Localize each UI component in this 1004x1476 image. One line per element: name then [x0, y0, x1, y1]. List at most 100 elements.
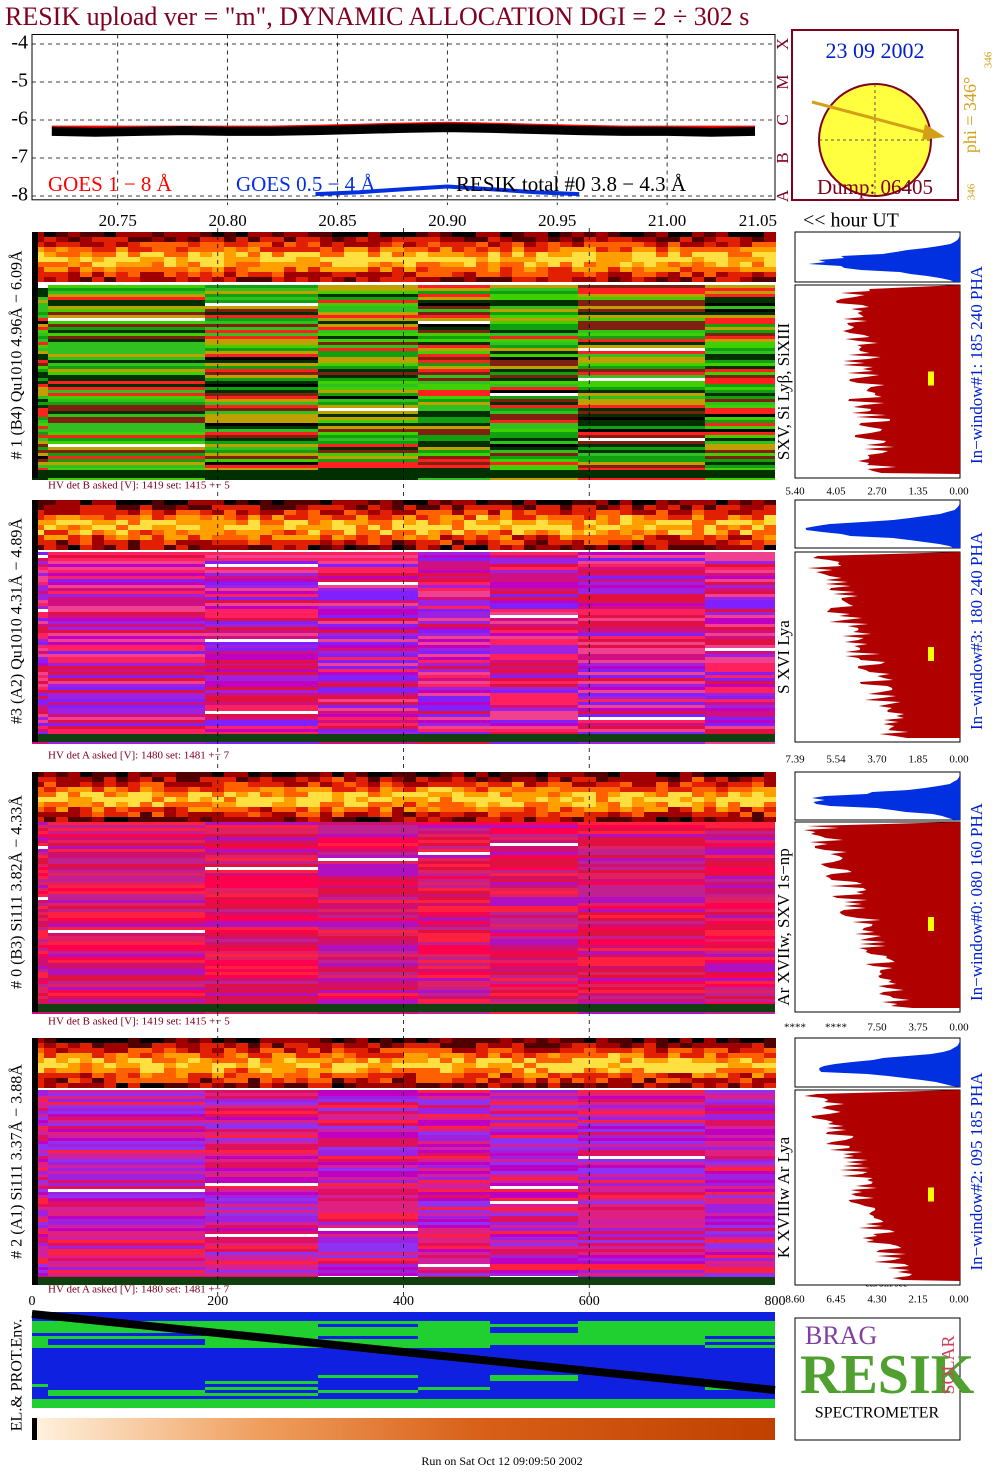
strip-cell: [104, 500, 116, 505]
spectrogram-cell: [578, 1210, 705, 1213]
spectrogram-cell: [418, 1231, 490, 1234]
strip-cell: [428, 247, 440, 252]
strip-cell: [692, 1048, 704, 1053]
strip-cell: [188, 505, 200, 510]
spectrogram-cell: [418, 678, 490, 681]
strip-cell: [740, 1038, 752, 1043]
strip-cell: [452, 232, 464, 237]
strip-cell: [512, 797, 524, 802]
spectrogram-cell: [578, 660, 705, 663]
strip-cell: [152, 252, 164, 257]
strip-cell: [680, 242, 692, 247]
strip-cell: [440, 505, 452, 510]
spectrogram-cell: [490, 1123, 578, 1126]
env-cell: [705, 1363, 775, 1366]
env-cell: [318, 1330, 418, 1333]
spectrogram-cell: [205, 678, 318, 681]
spectrogram-cell: [578, 1120, 705, 1123]
spectrogram-cell: [418, 297, 490, 300]
strip-cell: [272, 817, 284, 822]
strip-cell: [740, 807, 752, 812]
env-strip: [32, 1418, 775, 1440]
spectrogram-cell: [418, 552, 490, 555]
spectrogram-cell: [32, 1195, 48, 1198]
strip-cell: [308, 505, 320, 510]
spectrogram-cell: [205, 837, 318, 840]
spectrogram-cell: [490, 939, 578, 942]
spectrogram-cell: [490, 312, 578, 315]
strip-cell: [56, 535, 68, 540]
strip-cell: [500, 525, 512, 530]
strip-cell: [44, 772, 56, 777]
strip-cell: [272, 772, 284, 777]
strip-cell: [572, 1083, 584, 1088]
spectrogram-cell: [578, 1090, 705, 1093]
strip-cell: [128, 1043, 140, 1048]
spectrogram-cell: [578, 294, 705, 297]
spectrogram-cell: [490, 339, 578, 342]
strip-cell: [152, 500, 164, 505]
strip-cell: [548, 807, 560, 812]
strip-cell: [692, 1058, 704, 1063]
spectrogram-cell: [318, 417, 418, 420]
strip-cell: [428, 257, 440, 262]
strip-cell: [716, 802, 728, 807]
env-cell: [578, 1405, 705, 1408]
strip-cell: [548, 277, 560, 282]
spectrogram-cell: [32, 825, 48, 828]
spectrogram-cell: [490, 1180, 578, 1183]
spectrogram-cell: [490, 303, 578, 306]
strip-cell: [140, 1068, 152, 1073]
strip-cell: [224, 1038, 236, 1043]
strip-cell: [464, 787, 476, 792]
spectrogram-cell: [48, 582, 205, 585]
spectrogram-cell: [205, 822, 318, 825]
spectrogram-cell: [490, 318, 578, 321]
spectrogram-cell: [205, 1213, 318, 1216]
spectrogram-cell: [418, 1111, 490, 1114]
strip-cell: [668, 797, 680, 802]
strip-cell: [728, 1083, 740, 1088]
spectrogram-cell: [418, 984, 490, 987]
strip-cell: [680, 510, 692, 515]
strip-cell: [668, 232, 680, 237]
strip-cell: [452, 520, 464, 525]
spectrogram-cell: [32, 894, 48, 897]
spectrogram-cell: [48, 990, 205, 993]
strip-cell: [128, 232, 140, 237]
env-cell: [705, 1357, 775, 1360]
spectrogram-cell: [418, 1249, 490, 1252]
spectrogram-cell: [578, 915, 705, 918]
spectrogram-cell: [578, 1156, 705, 1159]
spectrogram-cell: [205, 672, 318, 675]
strip-cell: [476, 252, 488, 257]
strip-cell: [356, 817, 368, 822]
spectrogram-cell: [490, 624, 578, 627]
spectrogram-cell: [205, 564, 318, 567]
env-cell: [32, 1357, 48, 1360]
spectrogram-cell: [578, 1168, 705, 1171]
spectrogram-cell: [705, 1126, 775, 1129]
strip-cell: [608, 802, 620, 807]
strip-cell: [704, 792, 716, 797]
strip-cell: [260, 1038, 272, 1043]
spectrogram-cell: [205, 360, 318, 363]
spectrogram-cell: [318, 1249, 418, 1252]
strip-cell: [536, 1068, 548, 1073]
strip-cell: [392, 777, 404, 782]
strip-cell: [452, 237, 464, 242]
spectrogram-cell: [48, 669, 205, 672]
spectrogram-cell: [32, 618, 48, 621]
strip-cell: [608, 242, 620, 247]
strip-cell: [692, 1053, 704, 1058]
spectrogram-cell: [205, 984, 318, 987]
spectrogram-cell: [705, 726, 775, 729]
spectrogram-cell: [318, 687, 418, 690]
spectrogram-cell: [318, 1096, 418, 1099]
spectrogram-cell: [578, 321, 705, 324]
spectrogram-cell: [205, 612, 318, 615]
spectrogram-cell: [32, 450, 48, 453]
spectrogram-cell: [578, 849, 705, 852]
strip-cell: [272, 1078, 284, 1083]
spectrogram-cell: [490, 1126, 578, 1129]
